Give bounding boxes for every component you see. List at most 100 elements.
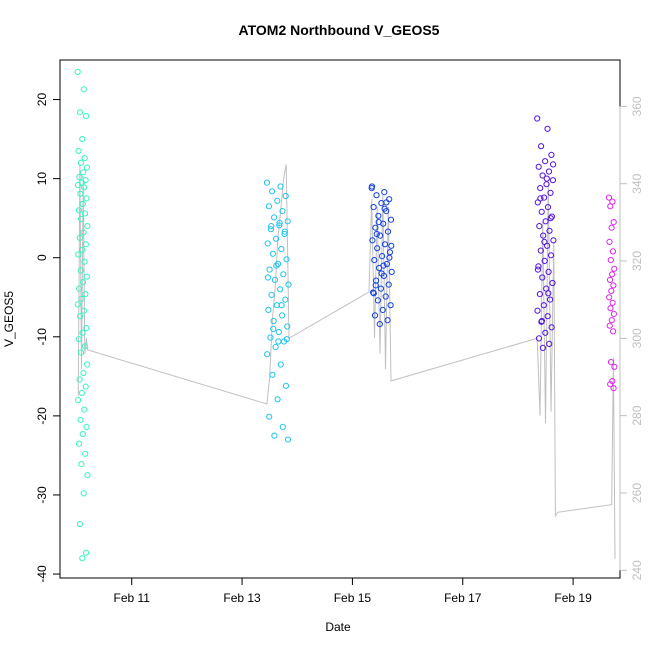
data-point (78, 389, 86, 396)
x-axis: Feb 11 Feb 13 Feb 15 Feb 17 Feb 19 (113, 577, 592, 605)
data-point (537, 195, 544, 202)
data-point (83, 195, 90, 202)
data-point (80, 86, 87, 93)
data-point (534, 307, 541, 314)
data-point (79, 431, 86, 438)
data-point (607, 305, 614, 312)
data-point (81, 210, 89, 217)
data-point (611, 363, 618, 370)
data-point (272, 344, 279, 351)
data-point (75, 397, 82, 404)
data-point (84, 223, 91, 230)
data-point (368, 183, 376, 190)
data-point (84, 472, 91, 479)
data-point (83, 325, 90, 332)
secondary-line-layer (77, 164, 616, 559)
x-tick-label: Feb 19 (554, 591, 592, 605)
data-point (547, 296, 554, 303)
y-axis-label: V_GEOS5 (2, 291, 16, 347)
points-layer (74, 68, 618, 562)
y-tick-label: 0 (35, 254, 49, 261)
data-point (375, 212, 382, 219)
data-point (535, 263, 542, 270)
y-axis: 20 10 0 -10 -20 -30 -40 (35, 93, 61, 583)
x-axis-label: Date (325, 620, 351, 634)
data-point (610, 328, 617, 335)
data-point (263, 179, 270, 186)
data-point (268, 291, 275, 298)
data-point (282, 296, 289, 303)
data-point (74, 68, 81, 76)
data-point (534, 266, 542, 273)
data-point (274, 396, 281, 403)
data-point (607, 359, 615, 366)
data-point (540, 232, 547, 239)
data-point (541, 257, 548, 264)
data-point (275, 338, 282, 345)
data-point (75, 440, 83, 447)
data-point (80, 307, 88, 314)
data-point (537, 185, 544, 192)
data-point (607, 381, 614, 388)
data-point (82, 241, 90, 248)
data-point (606, 238, 613, 245)
data-point (77, 349, 85, 356)
data-point (388, 268, 395, 275)
y-tick-label: 10 (35, 172, 49, 186)
data-point (538, 208, 545, 215)
data-point (537, 247, 544, 254)
data-point (536, 223, 543, 230)
data-point (539, 274, 546, 281)
data-point (76, 173, 83, 181)
y2-tick-label: 260 (630, 483, 644, 503)
data-point (79, 246, 86, 253)
data-point (540, 302, 547, 309)
data-point (609, 248, 617, 255)
data-point (545, 168, 553, 175)
data-point (607, 203, 614, 210)
data-point (382, 293, 389, 300)
data-point (77, 416, 84, 423)
data-point (269, 371, 276, 378)
data-point (79, 200, 86, 207)
data-point (376, 321, 383, 328)
data-point (280, 271, 287, 278)
data-point (549, 279, 556, 287)
data-point (77, 159, 85, 166)
data-point (81, 406, 88, 413)
data-point (545, 290, 552, 297)
data-point (374, 245, 381, 252)
data-point (81, 155, 88, 162)
y2-axis: 360 340 320 300 280 260 240 (619, 96, 644, 580)
data-point (539, 172, 546, 179)
series-line (77, 164, 616, 559)
data-point (277, 183, 284, 190)
data-point (379, 306, 386, 313)
data-point (82, 383, 89, 390)
data-point (546, 227, 553, 234)
data-point (371, 257, 378, 264)
data-point (375, 219, 382, 226)
y2-tick-label: 360 (630, 96, 644, 116)
data-point (276, 219, 283, 226)
data-point (273, 262, 280, 269)
data-point (76, 285, 83, 292)
data-point (267, 334, 274, 341)
data-point (284, 323, 291, 330)
data-point (83, 164, 91, 171)
data-point (277, 361, 284, 368)
data-point (281, 230, 288, 238)
data-point (381, 189, 388, 196)
data-point (283, 336, 290, 343)
x-tick-label: Feb 17 (444, 591, 482, 605)
data-point (542, 158, 549, 165)
data-point (370, 289, 377, 296)
data-point (269, 250, 276, 257)
data-point (271, 432, 278, 439)
x-tick-label: Feb 11 (113, 591, 150, 605)
data-point (75, 336, 82, 343)
data-point (78, 295, 85, 302)
data-point (76, 109, 84, 116)
data-point (544, 313, 551, 320)
data-point (279, 208, 286, 215)
